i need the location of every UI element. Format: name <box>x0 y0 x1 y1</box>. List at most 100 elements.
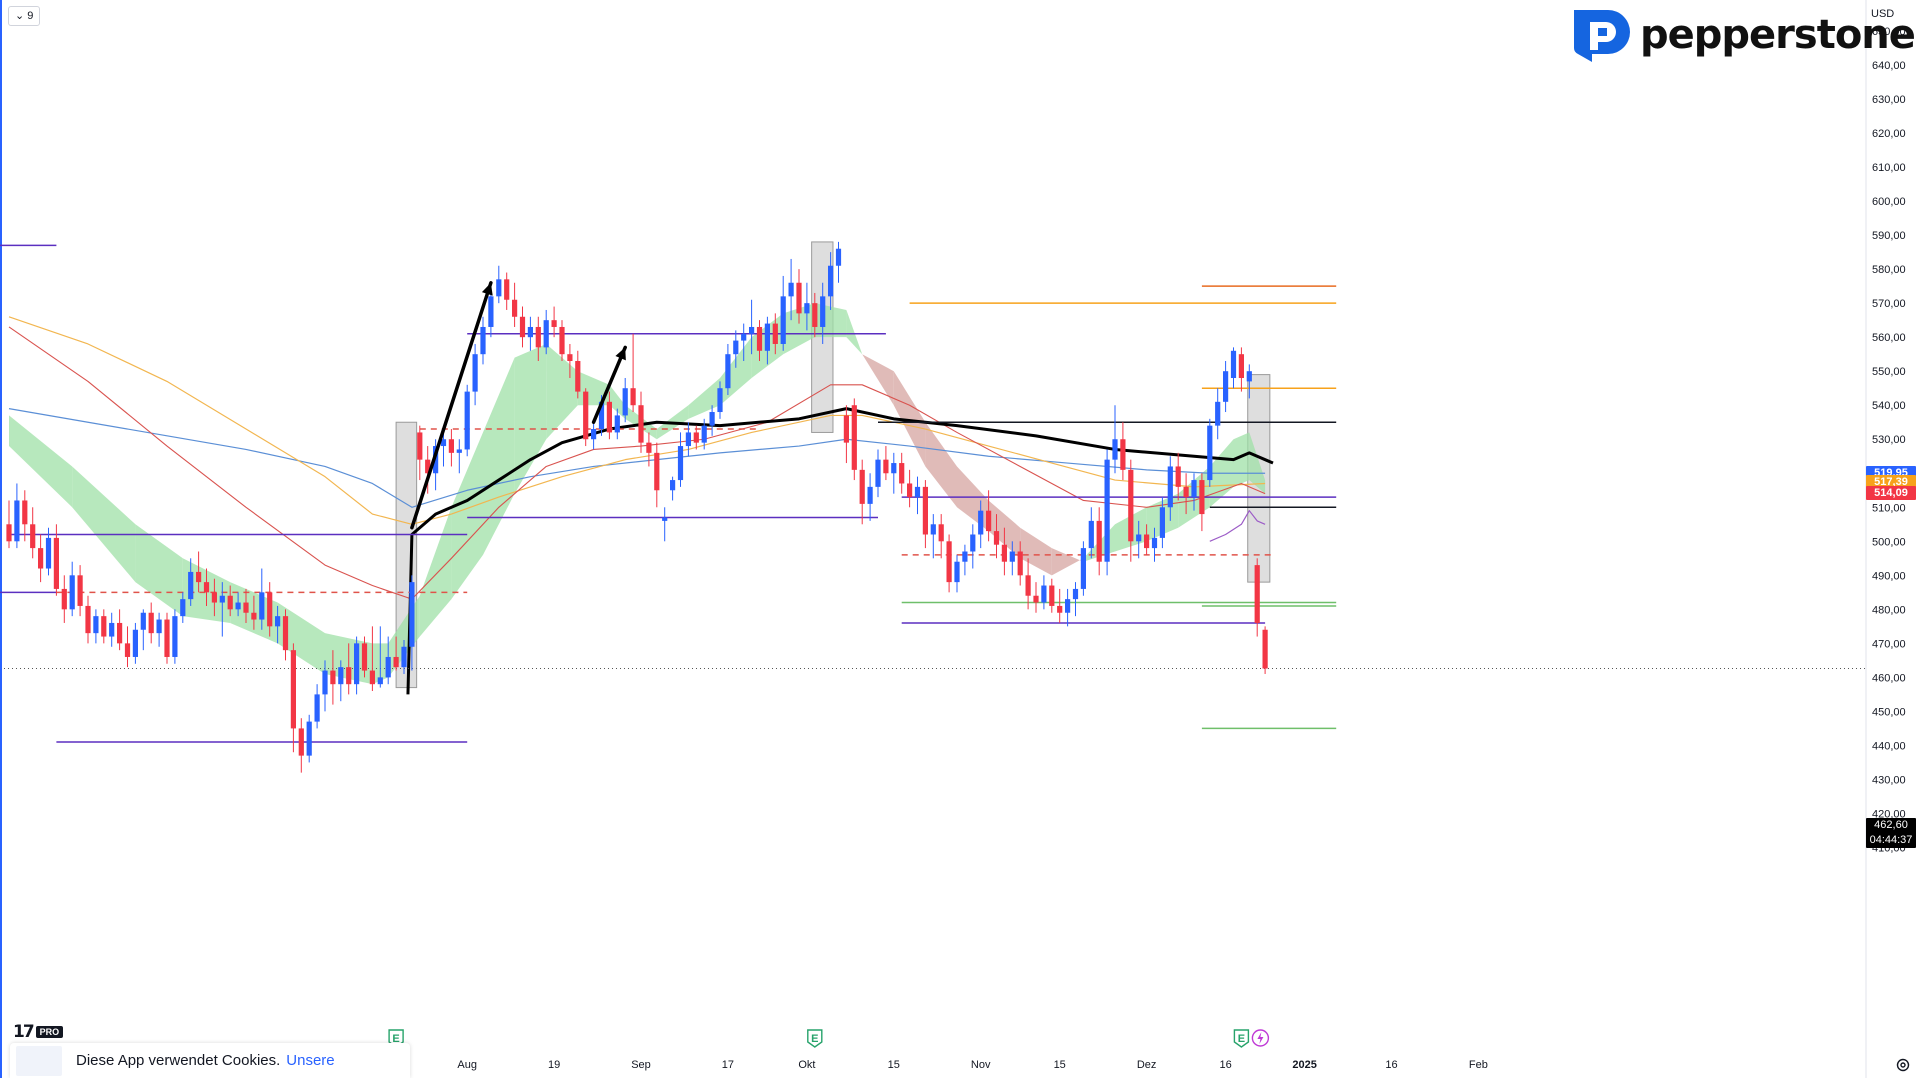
candle[interactable] <box>938 514 944 559</box>
candle[interactable] <box>1009 541 1015 576</box>
candle[interactable] <box>764 316 770 365</box>
candle[interactable] <box>677 432 684 487</box>
candle[interactable] <box>1072 582 1079 617</box>
candle[interactable] <box>954 554 960 593</box>
candle[interactable] <box>638 391 644 453</box>
candle[interactable] <box>591 422 597 450</box>
candle[interactable] <box>962 544 968 576</box>
candle[interactable] <box>109 612 115 647</box>
candle[interactable] <box>203 568 210 606</box>
candle[interactable] <box>1136 520 1142 559</box>
candle[interactable] <box>401 639 407 674</box>
candle[interactable] <box>622 378 628 423</box>
candle[interactable] <box>6 500 12 549</box>
candle[interactable] <box>164 612 170 664</box>
candle[interactable] <box>235 592 241 617</box>
candle[interactable] <box>132 622 138 664</box>
candle[interactable] <box>69 561 75 617</box>
candle[interactable] <box>930 514 936 559</box>
candle[interactable] <box>946 534 952 593</box>
candle[interactable] <box>725 343 731 396</box>
candle[interactable] <box>243 588 249 623</box>
candle[interactable] <box>859 459 865 525</box>
currency-label[interactable]: USD <box>1871 8 1895 20</box>
candle[interactable] <box>741 323 747 361</box>
candle[interactable] <box>749 299 755 355</box>
candle[interactable] <box>330 650 336 705</box>
candle[interactable] <box>606 391 612 440</box>
candle[interactable] <box>812 292 818 338</box>
candle[interactable] <box>978 500 984 549</box>
candle[interactable] <box>290 643 296 753</box>
candle[interactable] <box>211 578 217 617</box>
candle[interactable] <box>117 609 123 651</box>
candle[interactable] <box>519 306 526 348</box>
candle[interactable] <box>820 282 826 344</box>
candle[interactable] <box>993 514 1000 559</box>
dividend-marker[interactable] <box>1251 1029 1270 1047</box>
candle[interactable] <box>1017 541 1023 586</box>
candle[interactable] <box>527 316 533 351</box>
candle[interactable] <box>306 714 312 763</box>
candle[interactable] <box>1151 527 1158 562</box>
candle[interactable] <box>77 565 83 617</box>
candle[interactable] <box>1033 582 1039 613</box>
candle[interactable] <box>914 476 921 515</box>
candle[interactable] <box>267 582 273 637</box>
candle[interactable] <box>559 320 565 361</box>
candle[interactable] <box>835 241 842 283</box>
candle[interactable] <box>101 609 107 644</box>
candle[interactable] <box>1238 347 1244 392</box>
candle[interactable] <box>567 343 573 379</box>
candle[interactable] <box>1096 507 1102 576</box>
candle[interactable] <box>883 446 889 481</box>
candle[interactable] <box>93 609 99 644</box>
candle[interactable] <box>440 432 447 467</box>
candle[interactable] <box>140 609 146 651</box>
candle[interactable] <box>796 269 802 324</box>
candle[interactable] <box>970 524 976 569</box>
candle[interactable] <box>670 476 676 501</box>
candle[interactable] <box>172 609 178 664</box>
candle[interactable] <box>922 480 928 549</box>
candle[interactable] <box>472 343 478 406</box>
candle[interactable] <box>1183 473 1189 515</box>
candle[interactable] <box>1215 388 1221 440</box>
candle[interactable] <box>496 265 502 304</box>
candle[interactable] <box>314 684 320 729</box>
candle[interactable] <box>1207 418 1213 487</box>
candle[interactable] <box>322 660 328 712</box>
candle[interactable] <box>1262 626 1268 674</box>
candle[interactable] <box>1246 364 1252 399</box>
candle[interactable] <box>377 626 383 688</box>
candle[interactable] <box>393 636 399 671</box>
candle[interactable] <box>85 595 91 644</box>
candle[interactable] <box>504 272 510 310</box>
candle[interactable] <box>662 507 668 542</box>
candle[interactable] <box>1080 541 1086 596</box>
candle[interactable] <box>409 575 415 671</box>
candle[interactable] <box>448 429 454 467</box>
candle[interactable] <box>251 595 257 630</box>
candle[interactable] <box>156 612 162 647</box>
candle[interactable] <box>654 442 660 508</box>
candle[interactable] <box>788 258 794 321</box>
earnings-marker[interactable]: E <box>807 1029 823 1048</box>
candle[interactable] <box>417 425 423 481</box>
candle[interactable] <box>456 439 462 474</box>
candle[interactable] <box>646 432 652 467</box>
candle[interactable] <box>1254 558 1260 637</box>
candle[interactable] <box>693 425 699 450</box>
candle[interactable] <box>14 483 20 549</box>
candle[interactable] <box>196 551 202 593</box>
candle[interactable] <box>30 507 36 559</box>
candle[interactable] <box>188 558 194 606</box>
candle[interactable] <box>867 473 873 521</box>
candle[interactable] <box>124 626 131 668</box>
candle[interactable] <box>1230 347 1237 389</box>
candle[interactable] <box>614 408 620 440</box>
candle[interactable] <box>464 384 470 457</box>
candle[interactable] <box>1001 527 1007 576</box>
candle[interactable] <box>1175 452 1181 501</box>
